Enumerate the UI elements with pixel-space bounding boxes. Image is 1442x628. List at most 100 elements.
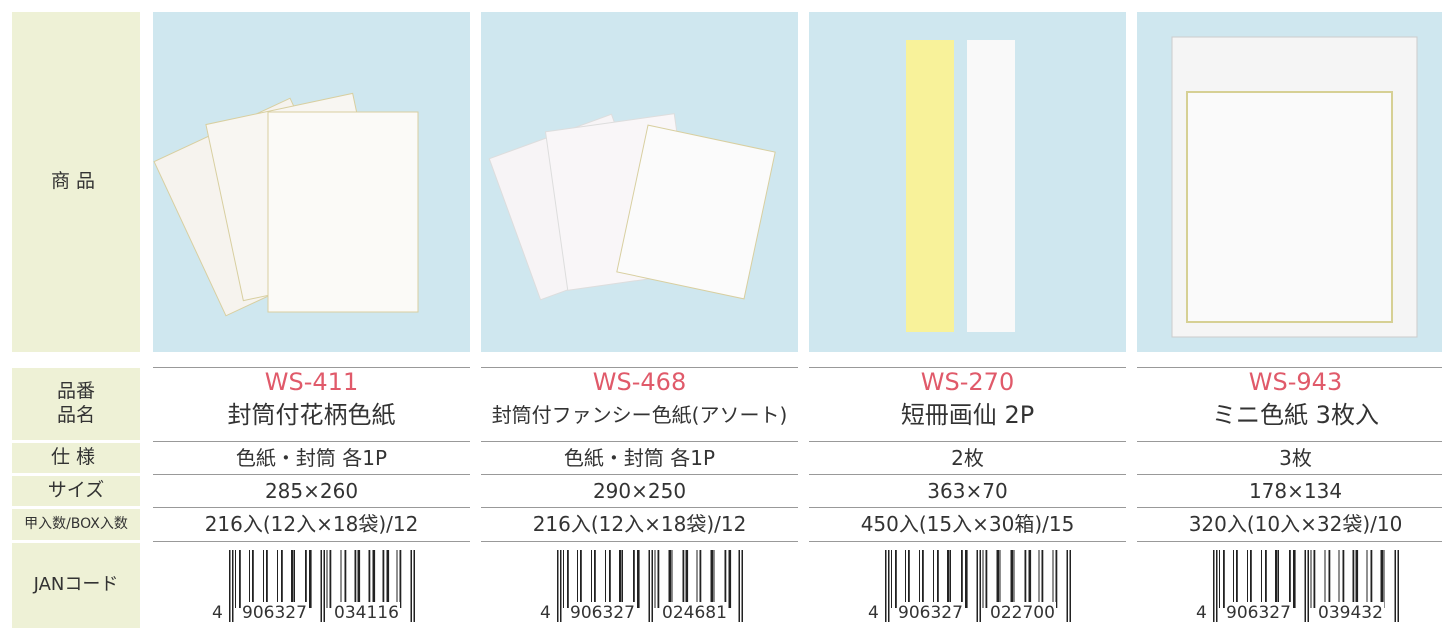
- barcode-digits: 906327: [241, 602, 308, 624]
- barcode-bar: [266, 550, 268, 608]
- barcode-bar: [563, 550, 564, 608]
- barcode-bar: [685, 550, 689, 608]
- barcode-bar: [696, 550, 698, 608]
- product-name: 短冊画仙 2P: [900, 401, 1035, 429]
- barcode-bar: [1265, 550, 1267, 608]
- barcode-bar: [326, 550, 328, 608]
- barcode-bar: [950, 550, 951, 608]
- label-code: 品番: [56, 380, 95, 403]
- barcode: [229, 550, 415, 622]
- barcode-bar: [895, 550, 897, 608]
- barcode-bar: [1307, 550, 1309, 622]
- barcode-bar: [671, 550, 673, 608]
- barcode-bar: [1289, 550, 1291, 608]
- product-code: WS-270: [920, 368, 1015, 396]
- barcode: [557, 550, 743, 622]
- barcode-digits: 022700: [989, 602, 1056, 624]
- barcode-bar: [965, 550, 968, 608]
- barcode-bar: [1010, 550, 1014, 608]
- barcode-bar: [738, 550, 740, 622]
- barcode-bar: [1250, 550, 1252, 608]
- barcode-bar: [294, 550, 295, 608]
- barcode-bar: [354, 550, 357, 608]
- barcode-digits: 024681: [661, 602, 728, 624]
- barcode-bar: [305, 550, 307, 608]
- barcode-bar: [567, 550, 569, 608]
- row-line: [153, 474, 470, 475]
- product-name: 封筒付ファンシー色紙(アソート): [491, 403, 788, 427]
- label-code-name: 品番 品名: [12, 368, 140, 440]
- barcode: [885, 550, 1071, 622]
- barcode-bar: [1328, 550, 1331, 608]
- barcode-bar: [937, 550, 939, 608]
- barcode-bar: [668, 550, 672, 608]
- barcode-bar: [386, 550, 390, 608]
- barcode-bar: [682, 550, 685, 608]
- barcode-bar: [281, 550, 283, 608]
- barcode-bar: [1041, 550, 1044, 608]
- barcode-bar: [724, 550, 727, 608]
- barcode-bar: [1380, 550, 1384, 608]
- barcode-bar: [979, 550, 981, 622]
- barcode-bar: [1216, 550, 1218, 622]
- barcode-bar: [922, 550, 924, 608]
- barcode-bar: [1304, 550, 1306, 622]
- barcode-bar: [1397, 550, 1399, 622]
- barcode-bar: [1383, 550, 1385, 608]
- label-jan: JANコード: [12, 543, 140, 628]
- product-spec: 3枚: [1279, 446, 1312, 470]
- product-spec: 色紙・封筒 各1P: [563, 446, 716, 470]
- product-size: 363×70: [927, 479, 1008, 503]
- barcode-bar: [1342, 550, 1345, 608]
- barcode-bar: [1233, 550, 1234, 608]
- barcode-bar: [368, 550, 371, 608]
- product-qty: 216入(12入×18袋)/12: [532, 512, 747, 536]
- barcode-bar: [252, 550, 254, 608]
- barcode-digits: 034116: [333, 602, 400, 624]
- barcode-bar: [263, 550, 264, 608]
- row-line: [809, 474, 1126, 475]
- barcode-bar: [1394, 550, 1396, 622]
- barcode-digits: 906327: [897, 602, 964, 624]
- product-spec: 色紙・封筒 各1P: [235, 446, 388, 470]
- barcode-bar: [291, 550, 294, 608]
- barcode-bar: [1024, 550, 1027, 608]
- barcode-bar: [1366, 550, 1368, 608]
- barcode-bar: [985, 550, 988, 608]
- product-image: [1137, 12, 1442, 352]
- product-code: WS-468: [592, 368, 687, 396]
- barcode-bar: [633, 550, 635, 608]
- row-line: [153, 441, 470, 442]
- barcode-bar: [382, 550, 385, 608]
- product-size: 285×260: [264, 479, 359, 503]
- barcode-bar: [235, 550, 236, 608]
- product-name: 封筒付花柄色紙: [227, 401, 396, 429]
- barcode-bar: [891, 550, 892, 608]
- barcode-digits: 906327: [569, 602, 636, 624]
- barcode-bar: [999, 550, 1001, 608]
- barcode-digits: 4: [1195, 602, 1208, 624]
- product-qty: 320入(10入×32袋)/10: [1188, 512, 1403, 536]
- row-line: [1137, 367, 1442, 368]
- row-line: [481, 441, 798, 442]
- barcode-bar: [1213, 550, 1215, 622]
- product-size: 178×134: [1248, 479, 1343, 503]
- product-name: ミニ色紙 3枚入: [1212, 401, 1379, 429]
- barcode-bar: [1028, 550, 1032, 608]
- barcode-bar: [637, 550, 640, 608]
- barcode-bar: [619, 550, 622, 608]
- barcode-bar: [413, 550, 415, 622]
- barcode-bar: [396, 550, 398, 608]
- barcode-bar: [654, 550, 656, 608]
- barcode-bar: [885, 550, 887, 622]
- image-art: [153, 92, 419, 317]
- barcode-digits: 4: [867, 602, 880, 624]
- barcode-bar: [1293, 550, 1296, 608]
- barcode-bar: [947, 550, 950, 608]
- barcode-bar: [1278, 550, 1279, 608]
- barcode-bar: [713, 550, 715, 608]
- barcode-bar: [323, 550, 325, 622]
- barcode-bar: [1013, 550, 1015, 608]
- barcode-bar: [1352, 550, 1355, 608]
